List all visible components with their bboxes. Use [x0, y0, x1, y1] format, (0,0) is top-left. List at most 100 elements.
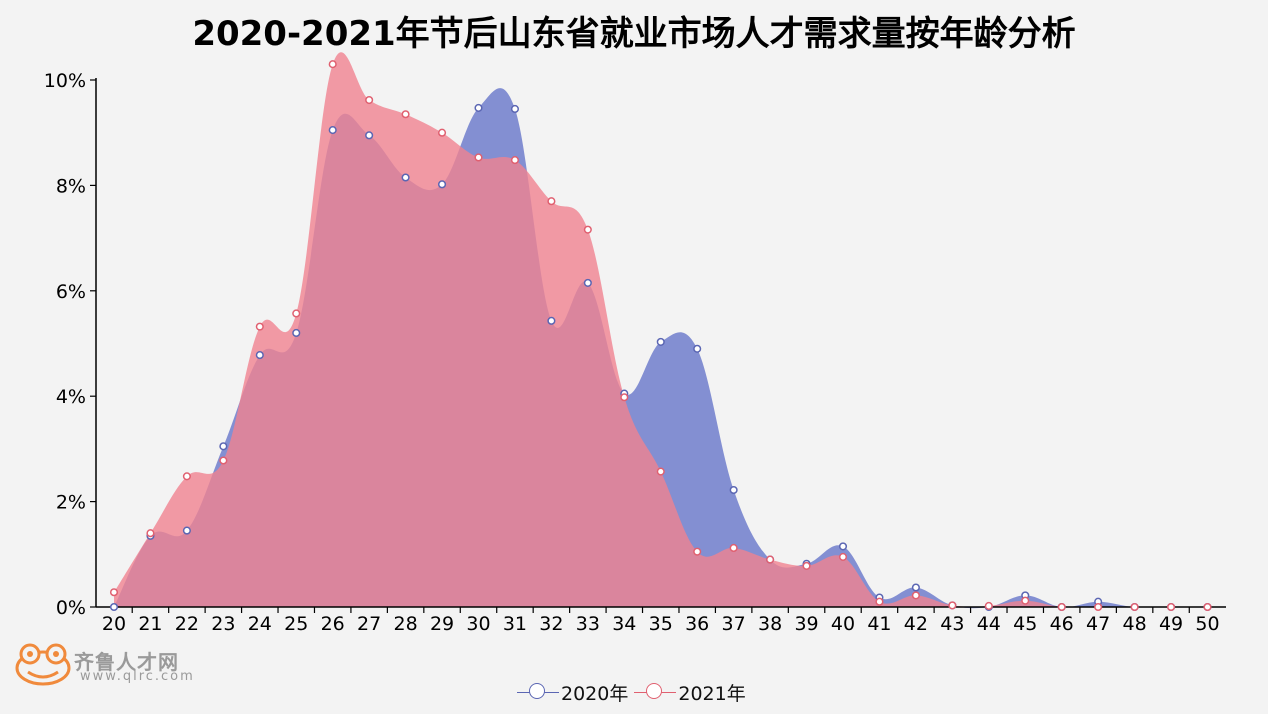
- data-point[interactable]: [656, 337, 665, 346]
- frog-logo-icon: [15, 643, 71, 686]
- x-tick-label: 35: [649, 613, 673, 635]
- data-point[interactable]: [656, 467, 665, 476]
- x-tick-label: 21: [138, 613, 162, 635]
- x-tick-label: 34: [612, 613, 636, 635]
- x-tick-label: 28: [394, 613, 418, 635]
- data-point[interactable]: [365, 95, 374, 105]
- x-tick-label: 45: [1013, 613, 1037, 635]
- y-tick-label: 0%: [56, 597, 86, 619]
- legend-label-2021: 2021年: [678, 682, 746, 705]
- data-point[interactable]: [219, 456, 228, 465]
- data-point[interactable]: [292, 328, 301, 338]
- logo-url: www.qlrc.com: [80, 669, 195, 684]
- x-tick-label: 29: [430, 613, 454, 635]
- data-point[interactable]: [1203, 602, 1212, 612]
- data-point[interactable]: [474, 153, 483, 162]
- data-point[interactable]: [401, 110, 410, 119]
- data-point[interactable]: [182, 472, 191, 481]
- data-point[interactable]: [109, 588, 119, 597]
- data-point[interactable]: [438, 180, 447, 189]
- x-tick-label: 42: [904, 613, 928, 635]
- data-point[interactable]: [292, 309, 301, 318]
- series-areas: [114, 52, 1208, 609]
- data-point[interactable]: [583, 225, 592, 234]
- x-tick-label: 50: [1195, 613, 1219, 635]
- x-tick-label: 32: [539, 613, 563, 635]
- x-tick-label: 47: [1086, 613, 1110, 635]
- data-point[interactable]: [875, 597, 884, 606]
- data-point[interactable]: [255, 322, 264, 331]
- y-tick-label: 10%: [44, 70, 86, 92]
- data-point[interactable]: [802, 561, 811, 570]
- x-tick-label: 20: [102, 613, 126, 635]
- legend-label-2020: 2020年: [561, 682, 629, 705]
- x-tick-label: 25: [284, 613, 308, 635]
- data-point[interactable]: [911, 583, 920, 592]
- data-point[interactable]: [328, 60, 337, 69]
- x-tick-label: 40: [831, 613, 855, 635]
- data-point[interactable]: [182, 526, 191, 535]
- data-point[interactable]: [1057, 602, 1066, 612]
- x-tick-label: 46: [1050, 613, 1074, 635]
- data-point[interactable]: [838, 542, 848, 551]
- y-tick-label: 2%: [56, 492, 86, 514]
- x-tick-label: 44: [977, 613, 1001, 635]
- y-tick-label: 8%: [56, 175, 86, 197]
- data-point[interactable]: [255, 351, 264, 360]
- data-point[interactable]: [328, 126, 337, 135]
- legend: 2020年 2021年: [517, 679, 752, 705]
- x-tick-label: 23: [211, 613, 235, 635]
- x-tick-label: 41: [867, 613, 891, 635]
- x-tick-label: 49: [1159, 613, 1183, 635]
- data-point[interactable]: [838, 552, 848, 561]
- x-tick-label: 43: [940, 613, 964, 635]
- data-point[interactable]: [438, 128, 447, 137]
- data-point[interactable]: [547, 197, 556, 206]
- data-point[interactable]: [693, 344, 702, 353]
- series-markers: [109, 60, 1212, 612]
- data-point[interactable]: [948, 601, 957, 610]
- legend-marker-2020: [517, 681, 559, 703]
- data-point[interactable]: [401, 173, 410, 182]
- x-tick-label: 24: [248, 613, 272, 635]
- data-point[interactable]: [547, 316, 556, 325]
- data-point[interactable]: [1167, 602, 1176, 612]
- logo-name: 齐鲁人才网: [74, 650, 179, 674]
- y-tick-label: 4%: [56, 386, 86, 408]
- x-tick-label: 37: [722, 613, 746, 635]
- data-point[interactable]: [1021, 596, 1030, 605]
- data-point[interactable]: [1094, 602, 1103, 612]
- data-point[interactable]: [474, 103, 483, 112]
- x-tick-label: 27: [357, 613, 381, 635]
- site-logo: 齐鲁人才网 www.qlrc.com: [14, 642, 244, 687]
- x-tick-label: 39: [794, 613, 818, 635]
- y-tick-label: 6%: [56, 281, 86, 303]
- legend-item-2021[interactable]: 2021年: [634, 679, 746, 706]
- data-point[interactable]: [911, 591, 920, 600]
- data-point[interactable]: [620, 393, 629, 402]
- data-point[interactable]: [219, 442, 228, 451]
- data-point[interactable]: [984, 601, 993, 610]
- legend-item-2020[interactable]: 2020年: [517, 679, 628, 706]
- data-point[interactable]: [510, 156, 520, 165]
- x-tick-label: 22: [175, 613, 199, 635]
- data-point[interactable]: [729, 543, 738, 553]
- data-point[interactable]: [146, 529, 155, 538]
- x-tick-label: 38: [758, 613, 782, 635]
- x-tick-label: 26: [321, 613, 345, 635]
- data-point[interactable]: [693, 547, 702, 556]
- x-tick-label: 36: [685, 613, 709, 635]
- data-point[interactable]: [583, 278, 592, 287]
- x-tick-label: 33: [576, 613, 600, 635]
- x-tick-label: 31: [503, 613, 527, 635]
- data-point[interactable]: [766, 555, 775, 564]
- data-point[interactable]: [510, 104, 520, 114]
- legend-marker-2021: [634, 681, 677, 703]
- data-point[interactable]: [729, 485, 738, 495]
- series-area-2021年: [114, 52, 1208, 608]
- data-point[interactable]: [1130, 602, 1139, 612]
- data-point[interactable]: [365, 131, 374, 140]
- data-point[interactable]: [109, 602, 119, 612]
- x-tick-label: 30: [466, 613, 490, 635]
